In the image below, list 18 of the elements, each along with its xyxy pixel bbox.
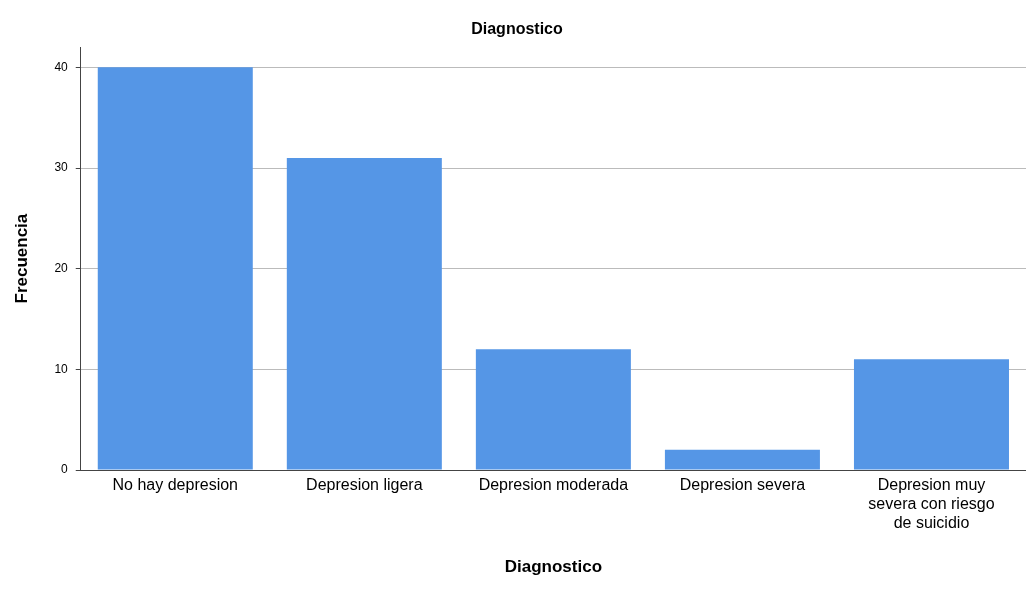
x-tick-label: Depresion severa — [679, 476, 806, 494]
y-tick-label: 40 — [54, 59, 69, 74]
chart-title: Diagnostico — [471, 20, 564, 38]
x-tick-label: No hay depresion — [112, 476, 238, 494]
x-tick-label: Depresion ligera — [306, 476, 423, 494]
bar — [475, 349, 631, 470]
bar — [664, 449, 820, 470]
x-tick-label: Depresion moderada — [478, 476, 629, 494]
x-tick-label: Depresion muy severa con riesgo de suicidio — [868, 476, 995, 532]
y-tick-label: 0 — [61, 462, 69, 477]
y-axis-title: Frecuencia — [11, 213, 31, 304]
bar — [853, 359, 1009, 470]
y-tick-label: 10 — [54, 361, 69, 376]
y-tick-label: 20 — [54, 260, 69, 275]
y-tick-label: 30 — [54, 160, 69, 175]
bar — [286, 157, 442, 470]
x-axis-title: Diagnostico — [504, 557, 603, 577]
bar — [97, 67, 253, 470]
